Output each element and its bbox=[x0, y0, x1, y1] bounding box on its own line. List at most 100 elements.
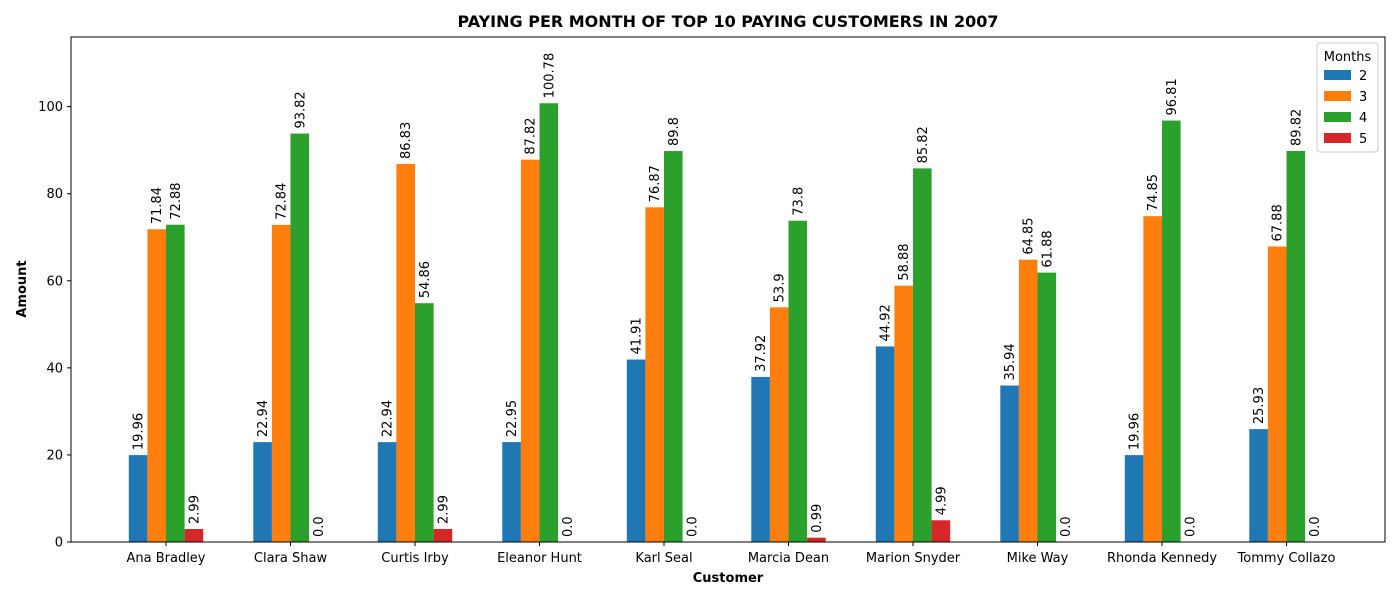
plot-area: 19.96 22.94 22.94 22.95 41.91 37.92 44.92 35.94… bbox=[128, 53, 1323, 543]
bar bbox=[290, 133, 310, 542]
x-tick-label: Marcia Dean bbox=[748, 551, 829, 566]
data-label: 72.84 bbox=[275, 183, 290, 220]
data-label: 64.85 bbox=[1022, 217, 1037, 254]
x-tick-label: Karl Seal bbox=[635, 551, 692, 566]
series-2: 19.96 22.94 22.94 22.95 41.91 37.92 44.92 35.94… bbox=[128, 304, 1268, 542]
bar bbox=[166, 224, 185, 542]
bar bbox=[377, 442, 397, 542]
legend-label: 2 bbox=[1359, 69, 1367, 84]
x-tick-label: Mike Way bbox=[1007, 551, 1069, 566]
bar bbox=[1286, 150, 1306, 542]
bar bbox=[1162, 120, 1181, 542]
data-label: 58.88 bbox=[897, 243, 912, 280]
bar bbox=[539, 103, 559, 542]
bar bbox=[396, 163, 415, 543]
bar bbox=[645, 207, 664, 542]
bar bbox=[147, 229, 166, 542]
legend-swatch bbox=[1324, 91, 1351, 101]
bar bbox=[807, 537, 826, 542]
x-tick-label: Ana Bradley bbox=[126, 551, 205, 566]
bar bbox=[1000, 385, 1019, 542]
data-label: 85.82 bbox=[916, 126, 931, 163]
bar bbox=[875, 346, 895, 542]
y-axis-label: Amount bbox=[15, 260, 30, 317]
bar bbox=[1037, 272, 1057, 542]
y-tick-label: 100 bbox=[38, 100, 63, 115]
data-label: 35.94 bbox=[1003, 343, 1018, 380]
data-label: 22.95 bbox=[505, 400, 520, 437]
bar bbox=[271, 224, 291, 542]
bar bbox=[502, 442, 521, 542]
bar bbox=[751, 376, 770, 542]
legend-swatch bbox=[1324, 112, 1351, 122]
bar bbox=[1267, 246, 1287, 543]
data-label: 0.0 bbox=[312, 516, 327, 537]
y-tick-label: 40 bbox=[46, 361, 63, 376]
legend-title: Months bbox=[1324, 50, 1372, 65]
legend-item-5: 5 bbox=[1324, 132, 1367, 147]
bar bbox=[769, 307, 789, 542]
y-tick-label: 60 bbox=[46, 274, 63, 289]
data-label: 89.8 bbox=[667, 117, 682, 146]
y-tick-label: 20 bbox=[46, 448, 63, 463]
data-label: 100.78 bbox=[542, 53, 557, 99]
bar bbox=[788, 220, 808, 542]
bar bbox=[626, 359, 646, 542]
axes: 0 20 40 60 80 100 Ana Bradley Clara Shaw Curtis … bbox=[38, 36, 1386, 566]
series-5: 2.99 0.0 2.99 0.0 0.0 0.99 4.99 0.0 0.0 0.0 bbox=[184, 486, 1323, 542]
bar bbox=[664, 151, 683, 542]
data-label: 72.88 bbox=[169, 183, 184, 220]
legend: Months 2 3 4 5 bbox=[1316, 42, 1379, 153]
bar bbox=[1249, 429, 1268, 542]
data-label: 22.94 bbox=[256, 400, 271, 437]
data-label: 19.96 bbox=[132, 413, 147, 450]
data-label: 22.94 bbox=[381, 400, 396, 437]
bar bbox=[894, 285, 913, 542]
data-label: 74.85 bbox=[1146, 174, 1161, 211]
data-label: 0.0 bbox=[1059, 516, 1074, 537]
y-tick-label: 0 bbox=[55, 536, 63, 551]
data-label: 73.8 bbox=[791, 187, 806, 216]
bar bbox=[913, 168, 932, 542]
x-tick-label: Tommy Collazo bbox=[1237, 551, 1336, 566]
legend-item-4: 4 bbox=[1324, 111, 1367, 126]
data-label: 86.83 bbox=[399, 122, 414, 159]
data-label: 0.0 bbox=[1308, 516, 1323, 537]
bar bbox=[520, 159, 540, 542]
data-label: 53.9 bbox=[773, 273, 788, 302]
data-label: 93.82 bbox=[293, 91, 308, 128]
legend-item-2: 2 bbox=[1324, 69, 1367, 84]
data-label: 67.88 bbox=[1271, 204, 1286, 241]
bar bbox=[253, 442, 272, 542]
data-label: 54.86 bbox=[418, 261, 433, 298]
bar bbox=[128, 455, 148, 542]
legend-label: 3 bbox=[1359, 90, 1367, 105]
legend-swatch bbox=[1324, 133, 1351, 143]
data-label: 44.92 bbox=[879, 304, 894, 341]
x-tick-label: Eleanor Hunt bbox=[497, 551, 582, 566]
legend-item-3: 3 bbox=[1324, 90, 1367, 105]
bar bbox=[1143, 216, 1162, 542]
bar bbox=[1018, 259, 1038, 542]
chart-title: PAYING PER MONTH OF TOP 10 PAYING CUSTOM… bbox=[457, 12, 998, 31]
data-label: 61.88 bbox=[1040, 230, 1055, 267]
legend-swatch bbox=[1324, 70, 1351, 80]
axes-frame bbox=[70, 36, 1386, 543]
y-tick-label: 80 bbox=[46, 187, 63, 202]
bar bbox=[433, 528, 453, 542]
x-tick-label: Rhonda Kennedy bbox=[1107, 551, 1217, 566]
data-label: 96.81 bbox=[1165, 78, 1180, 115]
bar bbox=[184, 528, 204, 542]
data-label: 41.91 bbox=[630, 317, 645, 354]
data-label: 71.84 bbox=[150, 187, 165, 224]
series-4: 72.88 93.82 54.86 100.78 89.8 73.8 85.82 61.88 9… bbox=[166, 53, 1306, 542]
data-label: 4.99 bbox=[934, 486, 949, 515]
data-label: 0.0 bbox=[685, 516, 700, 537]
bar bbox=[931, 520, 951, 542]
data-label: 2.99 bbox=[436, 495, 451, 524]
bar bbox=[415, 303, 434, 542]
series-3: 71.84 72.84 86.83 87.82 76.87 53.9 58.88 64.85 7… bbox=[147, 117, 1287, 543]
x-tick-label: Clara Shaw bbox=[254, 551, 328, 566]
data-label: 2.99 bbox=[187, 495, 202, 524]
